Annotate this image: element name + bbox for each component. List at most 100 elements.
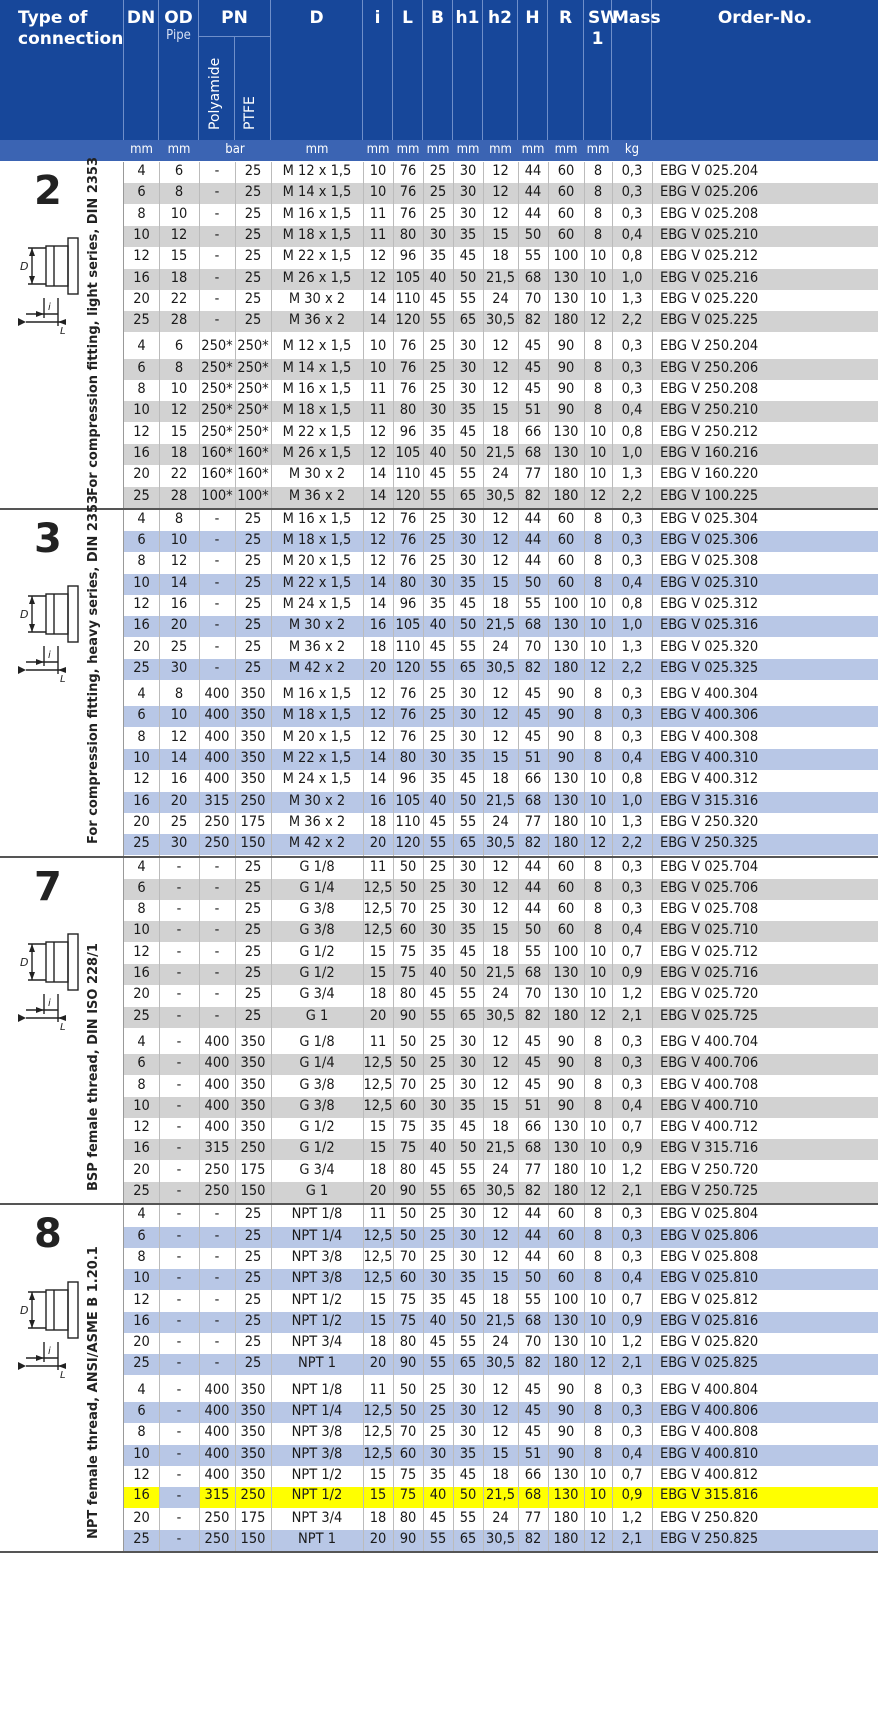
table-cell: EBG V 025.310 [660,574,759,591]
table-cell: 6 [137,879,146,896]
table-cell: 12 [492,1055,509,1072]
table-cell: 150 [240,1183,266,1200]
table-row: 6 8 250* 250* M 14 x 1,5 10 76 25 30 12 45 90 8 0,3 EB… [124,358,878,380]
table-cell: - [176,1119,182,1136]
table-cell: 12 [589,1183,607,1200]
table-cell: 8 [593,1076,603,1093]
table-cell: - [214,922,220,939]
table-cell: 35 [429,248,447,265]
table-cell: 25 [429,510,447,527]
table-cell: 30 [459,553,477,570]
table-cell: 75 [399,1291,417,1308]
table-cell: 75 [399,1140,417,1157]
table-cell: 10 [369,163,387,179]
table-cell: 10 [133,1445,150,1462]
table-cell: 14 [369,290,387,307]
table-cell: EBG V 025.710 [660,922,759,939]
table-cell: M 14 x 1,5 [282,184,352,201]
table-cell: 180 [553,1355,579,1372]
table-cell: 35 [459,1270,477,1287]
table-cell: 82 [524,1355,542,1372]
table-cell: EBG V 025.820 [660,1334,759,1351]
table-cell: 2,1 [621,1007,643,1024]
table-cell: 25 [244,617,262,634]
table-cell: 8 [137,553,146,570]
table-row: 16 18 - 25 M 26 x 1,5 12 105 40 50 21,5 68 130 10 1,0… [124,268,878,290]
table-cell: 0,3 [621,1033,643,1050]
table-cell: 60 [557,184,575,201]
table-row: 6 8 - 25 M 14 x 1,5 10 76 25 30 12 44 60 8 0,3 EBG V 0… [124,183,878,205]
table-cell: 30 [459,381,477,397]
table-cell: 250 [204,835,230,852]
col-pn: PN Polyamide PTFE [199,0,271,140]
table-cell: 315 [204,1140,230,1157]
table-row: 6 - 400 350 NPT 1/4 12,5 50 25 30 12 45 90 8 0,3 EBG V… [124,1402,878,1424]
table-cell: 68 [524,1312,542,1329]
table-row: 12 16 400 350 M 24 x 1,5 14 96 35 45 18 66 130 10 0,8… [124,770,878,792]
table-cell: 8 [174,510,184,527]
table-cell: 44 [524,205,542,222]
table-cell: EBG V 025.720 [660,986,759,1003]
table-cell: 15 [492,922,509,939]
table-cell: 66 [524,771,542,788]
table-cell: 4 [137,1206,146,1223]
table-cell: 12,5 [363,1227,393,1244]
table-cell: 30 [459,1076,477,1093]
table-cell: 10 [589,943,607,960]
table-cell: - [176,1007,182,1024]
table-cell: - [214,1007,220,1024]
table-row: 8 12 - 25 M 20 x 1,5 12 76 25 30 12 44 60 8 0,3 EBG V … [124,552,878,574]
table-cell: 105 [395,444,421,461]
table-cell: - [214,965,220,982]
table-cell: 12 [170,553,188,570]
table-cell: 16 [369,617,387,634]
table-cell: NPT 1 [297,1530,337,1547]
table-cell: 130 [553,444,579,461]
table-cell: EBG V 025.816 [660,1312,759,1329]
table-cell: 12,5 [363,1424,393,1441]
table-cell: M 22 x 1,5 [282,750,352,767]
table-cell: 80 [399,986,417,1003]
table-cell: 76 [399,184,417,201]
table-cell: - [214,163,220,179]
unit-label: mm [366,142,390,157]
table-cell: 250* [237,338,269,355]
table-cell: EBG V 250.204 [660,338,759,355]
table-cell: M 12 x 1,5 [282,163,352,179]
table-cell: 1,2 [621,1509,643,1526]
table-cell: 50 [453,1487,483,1509]
table-cell: 0,9 [612,1487,652,1509]
table-cell: - [176,1488,182,1505]
table-cell: 400 [204,1466,230,1483]
table-cell: 18 [492,595,509,612]
table-cell: 60 [557,163,575,179]
table-cell: EBG V 025.216 [660,269,759,286]
table-cell: 90 [557,1076,575,1093]
table-cell: 70 [524,1334,542,1351]
table-cell: 6 [137,1055,146,1072]
table-cell: 8 [593,532,603,549]
svg-text:i: i [48,302,51,313]
table-row: 10 12 250* 250* M 18 x 1,5 11 80 30 35 15 51 90 8 0,4… [124,401,878,423]
table-cell: 0,8 [621,595,643,612]
table-cell: 130 [553,986,579,1003]
table-cell: 80 [399,750,417,767]
table-cell: 0,3 [621,1248,643,1265]
table-cell: 70 [399,1424,417,1441]
table-cell: 25 [170,813,188,830]
table-cell: 45 [524,1381,542,1398]
table-cell: 0,7 [621,943,643,960]
table-cell: 45 [524,728,542,745]
table-cell: 55 [429,1007,447,1024]
table-cell: 25 [429,1248,447,1265]
table-cell: M 36 x 2 [288,638,346,655]
table-cell: 18 [170,444,188,461]
table-cell: 76 [399,728,417,745]
table-cell: 16 [170,771,188,788]
table-cell: 55 [429,487,447,504]
table-cell: G 1 [305,1183,329,1200]
table-cell: 65 [459,835,477,852]
table-cell: 0,4 [621,1270,643,1287]
col-l: L [393,0,423,140]
table-cell: 16 [133,617,150,634]
